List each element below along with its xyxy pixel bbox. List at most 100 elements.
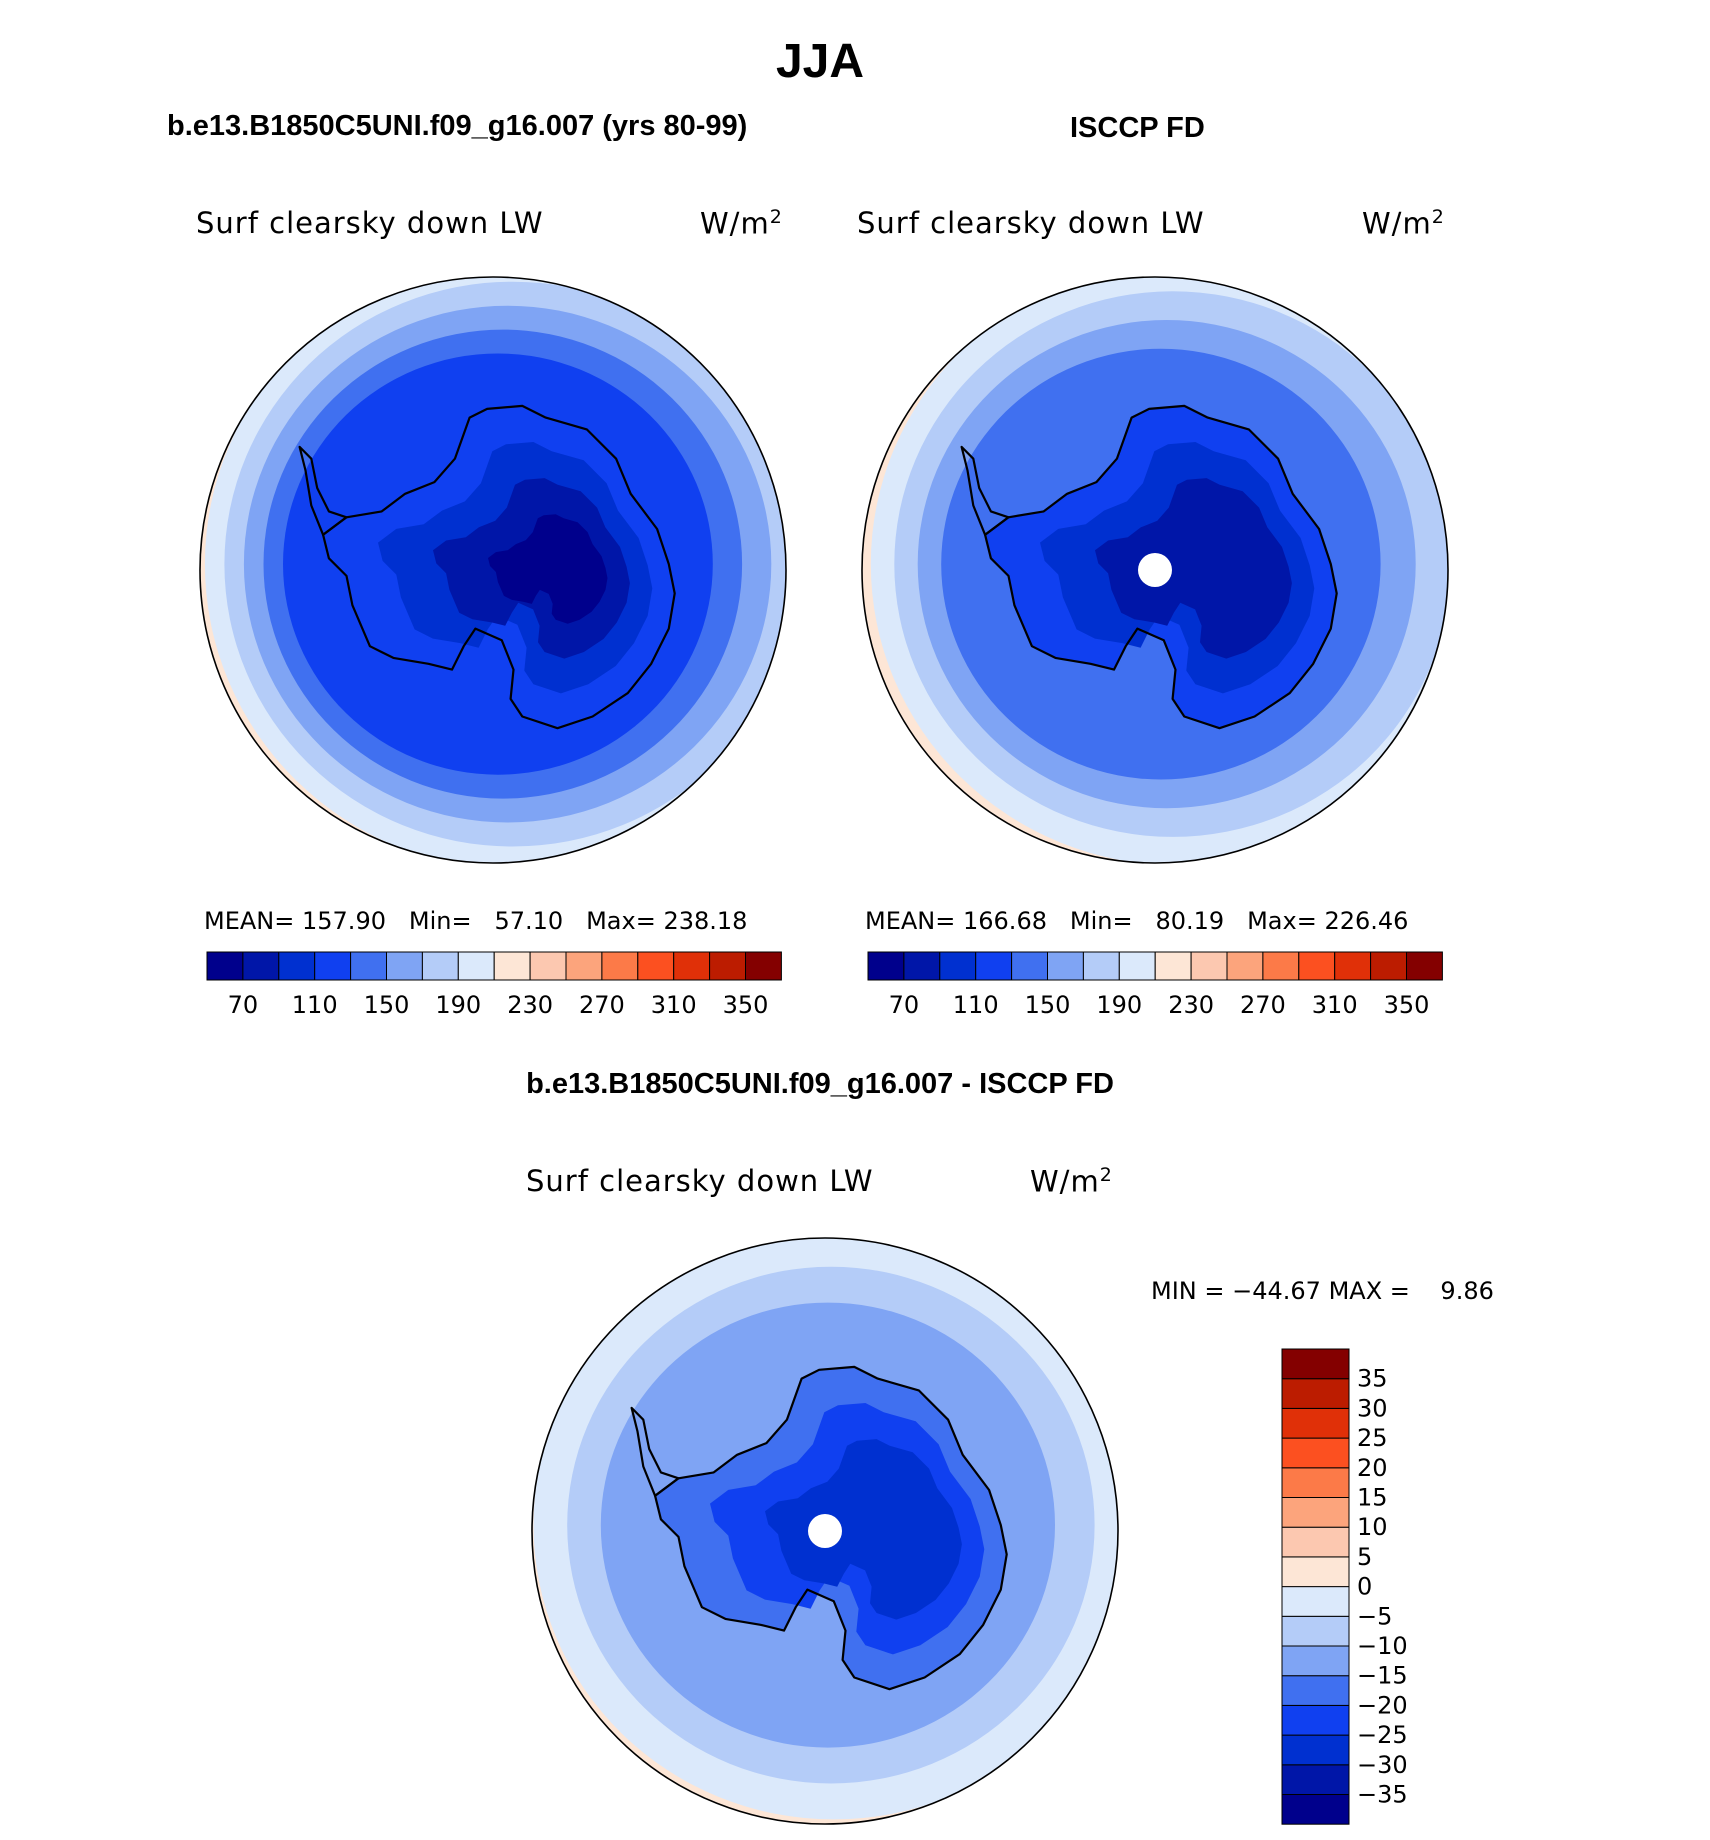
map-model bbox=[199, 276, 787, 864]
coastline bbox=[984, 404, 1338, 730]
left-units-label: W/m2 bbox=[700, 206, 783, 241]
bottom-variable-label: Surf clearsky down LW bbox=[526, 1164, 874, 1198]
left-max-label: Max= bbox=[586, 907, 656, 935]
peninsula-coastline bbox=[630, 1406, 680, 1497]
map-difference bbox=[531, 1237, 1119, 1825]
peninsula-coastline bbox=[960, 445, 1010, 536]
colorbar-tick-label: 5 bbox=[1357, 1543, 1372, 1571]
colorbar-swatch bbox=[1281, 1615, 1350, 1647]
colorbar-swatch bbox=[1281, 1586, 1350, 1617]
colorbar-tick-label: −10 bbox=[1357, 1632, 1408, 1660]
coastline bbox=[654, 1365, 1008, 1691]
left-min-value: 57.10 bbox=[494, 907, 564, 935]
bottom-min-value: −44.67 bbox=[1232, 1277, 1321, 1305]
colorbar-swatch bbox=[1281, 1378, 1350, 1409]
bottom-panel-title: b.e13.B1850C5UNI.f09_g16.007 - ISCCP FD bbox=[526, 1068, 1114, 1100]
left-min-label: Min= bbox=[408, 907, 472, 935]
right-mean-label: MEAN= bbox=[865, 907, 956, 935]
colorbar-tick-label: 230 bbox=[507, 991, 553, 1019]
colorbar-swatch bbox=[278, 951, 316, 981]
colorbar-swatch bbox=[1281, 1675, 1350, 1706]
right-units-label: W/m2 bbox=[1362, 206, 1445, 241]
colorbar-swatch bbox=[457, 951, 495, 981]
colorbar-tick-label: 10 bbox=[1357, 1513, 1388, 1541]
bottom-min-label: MIN = bbox=[1151, 1277, 1225, 1305]
colorbar-swatch bbox=[601, 951, 639, 981]
colorbar-tick-label: −15 bbox=[1357, 1662, 1408, 1690]
colorbar-tick-label: −20 bbox=[1357, 1691, 1408, 1719]
colorbar-swatch bbox=[975, 951, 1013, 981]
colorbar-swatch bbox=[673, 951, 711, 981]
colorbar-swatch bbox=[1281, 1794, 1350, 1825]
colorbar-swatch bbox=[1281, 1526, 1350, 1558]
right-max-value: 226.46 bbox=[1324, 907, 1409, 935]
colorbar-swatch bbox=[903, 951, 941, 981]
colorbar-tick-label: 310 bbox=[1312, 991, 1358, 1019]
colorbar-tick-label: 190 bbox=[1096, 991, 1142, 1019]
right-mean-value: 166.68 bbox=[963, 907, 1047, 935]
colorbar-tick-label: 35 bbox=[1357, 1365, 1388, 1393]
colorbar-model: 70 110 150 190 230 270 310 350 bbox=[206, 951, 782, 1019]
colorbar-tick-label: 310 bbox=[651, 991, 697, 1019]
map-boundary bbox=[861, 276, 1449, 864]
left-units-exponent: 2 bbox=[769, 206, 783, 228]
right-variable-label: Surf clearsky down LW bbox=[857, 206, 1205, 240]
colorbar-swatch bbox=[386, 951, 423, 981]
right-min-value: 80.19 bbox=[1155, 907, 1225, 935]
continent-band bbox=[488, 514, 608, 624]
colorbar-tick-label: 70 bbox=[228, 991, 259, 1019]
colorbar-swatch bbox=[1154, 951, 1192, 981]
colorbar-swatch bbox=[1281, 1764, 1350, 1796]
colorbar-swatch bbox=[421, 951, 459, 981]
colorbar-swatch bbox=[350, 951, 388, 981]
continent-band bbox=[1095, 478, 1292, 659]
right-panel-title: ISCCP FD bbox=[1070, 112, 1205, 144]
colorbar-tick-label: 270 bbox=[579, 991, 625, 1019]
colorbar-tick-label: 350 bbox=[1384, 991, 1430, 1019]
colorbar-tick-label: 270 bbox=[1240, 991, 1286, 1019]
colorbar-swatch bbox=[1281, 1497, 1350, 1528]
colorbar-swatch bbox=[493, 951, 531, 981]
colorbar-swatch bbox=[709, 951, 746, 981]
colorbar-swatch bbox=[1047, 951, 1084, 981]
colorbar-tick-label: 110 bbox=[292, 991, 338, 1019]
left-mean-label: MEAN= bbox=[204, 907, 295, 935]
colorbar-swatch bbox=[1281, 1734, 1350, 1766]
colorbar-swatch bbox=[1262, 951, 1300, 981]
colorbar-swatch bbox=[1226, 951, 1264, 981]
bottom-stats-line: MIN = −44.67 MAX = 9.86 bbox=[1151, 1277, 1494, 1305]
pole-missing-marker bbox=[1138, 553, 1172, 587]
colorbar-swatch bbox=[867, 951, 905, 981]
peninsula-coastline bbox=[298, 445, 348, 536]
colorbar-tick-label: −30 bbox=[1357, 1751, 1408, 1779]
colorbar-swatch bbox=[745, 951, 782, 981]
right-max-label: Max= bbox=[1247, 907, 1317, 935]
colorbar-swatch bbox=[1298, 951, 1336, 981]
colorbar-swatch bbox=[1281, 1704, 1350, 1736]
colorbar-tick-label: −25 bbox=[1357, 1721, 1408, 1749]
colorbar-swatch bbox=[1370, 951, 1407, 981]
colorbar-tick-label: 190 bbox=[435, 991, 481, 1019]
colorbar-swatch bbox=[529, 951, 567, 981]
colorbar-swatch bbox=[565, 951, 603, 981]
colorbar-swatch bbox=[242, 951, 280, 981]
coastline bbox=[322, 404, 676, 730]
left-mean-value: 157.90 bbox=[302, 907, 386, 935]
left-panel-title: b.e13.B1850C5UNI.f09_g16.007 (yrs 80-99) bbox=[167, 110, 748, 142]
colorbar-tick-label: −5 bbox=[1357, 1602, 1392, 1630]
colorbar-tick-label: 110 bbox=[953, 991, 999, 1019]
colorbar-swatch bbox=[1190, 951, 1228, 981]
colorbar-tick-label: 150 bbox=[364, 991, 410, 1019]
colorbar-tick-label: 350 bbox=[723, 991, 769, 1019]
colorbar-tick-label: 15 bbox=[1357, 1484, 1388, 1512]
colorbar-swatch bbox=[1281, 1556, 1350, 1588]
left-stats-line: MEAN= 157.90 Min= 57.10 Max= 238.18 bbox=[204, 907, 747, 935]
colorbar-tick-label: 150 bbox=[1025, 991, 1071, 1019]
colorbar-tick-label: 20 bbox=[1357, 1454, 1388, 1482]
continent-band bbox=[765, 1439, 962, 1620]
left-max-value: 238.18 bbox=[663, 907, 748, 935]
bottom-max-value: 9.86 bbox=[1440, 1277, 1494, 1305]
figure-title: JJA bbox=[775, 35, 865, 88]
